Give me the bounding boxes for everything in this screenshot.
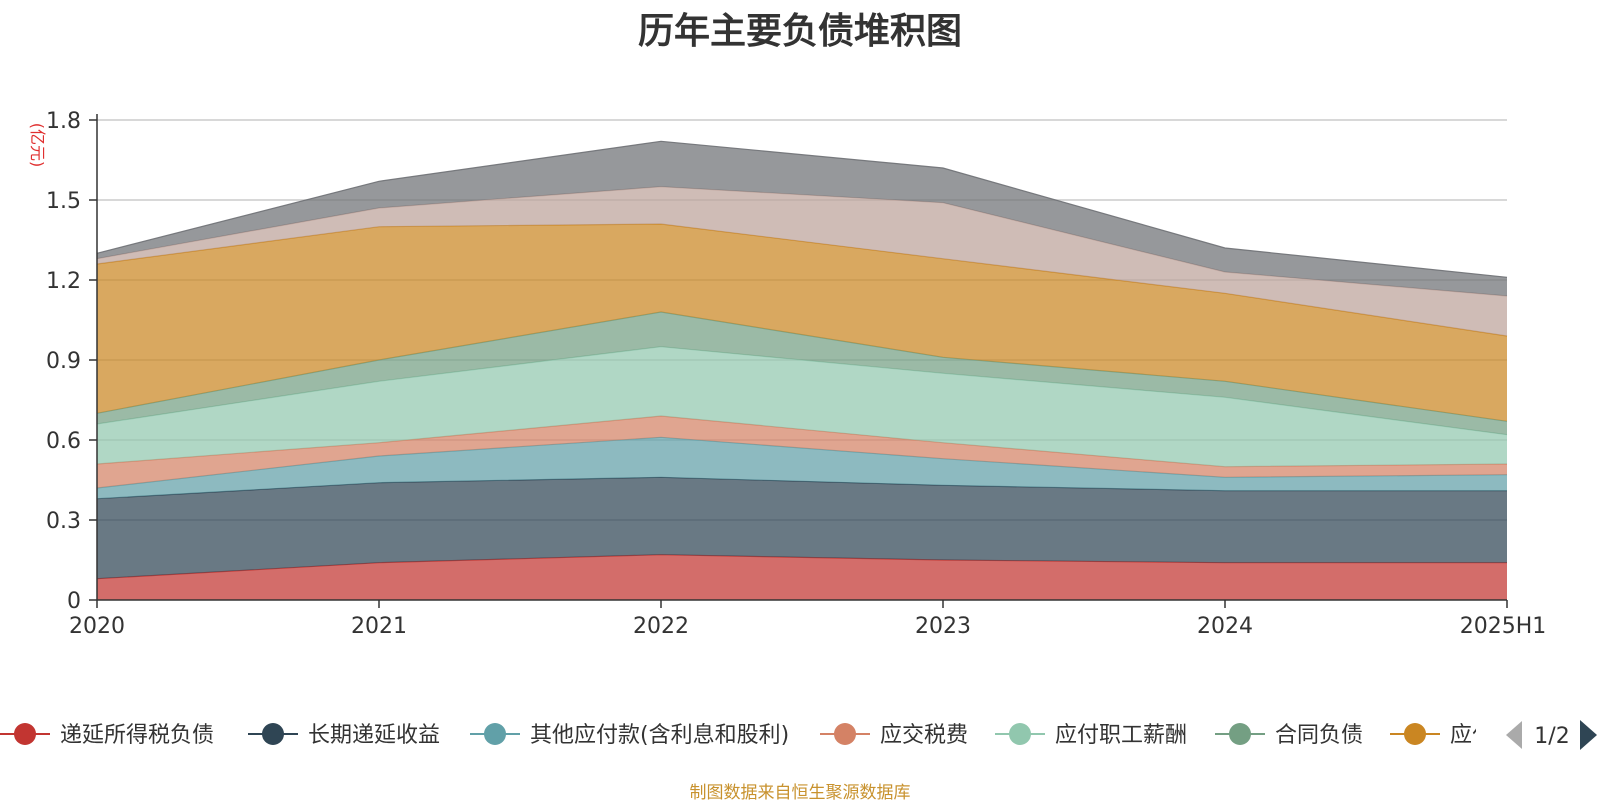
x-tick-label-5: 2025H1 <box>1460 614 1547 639</box>
area-series-2 <box>97 437 1507 499</box>
chart-title: 历年主要负债堆积图 <box>637 11 962 52</box>
y-axis-unit-label: (亿元) <box>28 123 47 168</box>
data-source-note: 制图数据来自恒生聚源数据库 <box>689 783 911 803</box>
y-tick-label-6: 1.8 <box>46 109 81 134</box>
area-series-8 <box>97 141 1507 296</box>
legend-item-3: 应交税费 <box>820 723 968 748</box>
x-tick-label-2: 2022 <box>633 614 689 639</box>
legend-marker-0 <box>14 723 36 745</box>
area-series-7 <box>97 186 1507 336</box>
legend-next-page-icon[interactable] <box>1580 720 1597 750</box>
legend-marker-3 <box>834 723 856 745</box>
legend-label-1: 长期递延收益 <box>308 723 440 748</box>
legend-marker-6 <box>1404 723 1426 745</box>
x-tick-label-1: 2021 <box>351 614 407 639</box>
y-tick-label-3: 0.9 <box>46 349 81 374</box>
area-series-4 <box>97 346 1507 467</box>
area-series <box>96 140 1508 600</box>
axes: 0 0.3 0.6 0.9 1.2 1.5 1.8 2020 2021 2022 2023 2024 2… <box>46 109 1546 639</box>
legend-page-indicator: 1/2 <box>1534 724 1569 749</box>
legend-item-0: 递延所得税负债 <box>0 723 214 748</box>
legend-marker-4 <box>1009 723 1031 745</box>
area-series-0 <box>97 554 1507 600</box>
area-series-5 <box>97 312 1507 435</box>
y-tick-label-0: 0 <box>67 589 81 614</box>
legend-label-3: 应交税费 <box>880 723 968 748</box>
legend-label-5: 合同负债 <box>1275 723 1363 748</box>
legend-marker-2 <box>484 723 506 745</box>
area-edge-8 <box>96 140 1508 278</box>
legend-marker-5 <box>1229 723 1251 745</box>
legend-item-5: 合同负债 <box>1215 723 1363 748</box>
legend-label-4: 应付职工薪酬 <box>1055 723 1187 748</box>
x-tick-label-3: 2023 <box>915 614 971 639</box>
legend-item-1: 长期递延收益 <box>248 723 440 748</box>
legend-label-0: 递延所得税负债 <box>60 723 214 748</box>
legend-label-2: 其他应付款(含利息和股利) <box>530 723 789 748</box>
area-series-3 <box>97 416 1507 488</box>
y-tick-label-5: 1.5 <box>46 189 81 214</box>
y-tick-label-2: 0.6 <box>46 429 81 454</box>
legend-items: 递延所得税负债 长期递延收益 其他应付款(含利息和股利) 应交税费 应付职工薪酬 合同负债… <box>0 723 1538 748</box>
y-tick-label-1: 0.3 <box>46 509 81 534</box>
legend: 递延所得税负债 长期递延收益 其他应付款(含利息和股利) 应交税费 应付职工薪酬 合同负债… <box>0 720 1597 750</box>
x-tick-label-0: 2020 <box>69 614 125 639</box>
legend-item-4: 应付职工薪酬 <box>995 723 1187 748</box>
area-series-1 <box>97 477 1507 579</box>
y-tick-label-4: 1.2 <box>46 269 81 294</box>
x-tick-label-4: 2024 <box>1197 614 1253 639</box>
legend-marker-1 <box>262 723 284 745</box>
legend-item-2: 其他应付款(含利息和股利) <box>470 723 789 748</box>
legend-label-6: 应付账款 <box>1450 723 1538 748</box>
legend-item-6: 应付账款 <box>1390 723 1538 748</box>
area-series-6 <box>97 224 1507 422</box>
legend-prev-page-icon[interactable] <box>1506 721 1522 749</box>
